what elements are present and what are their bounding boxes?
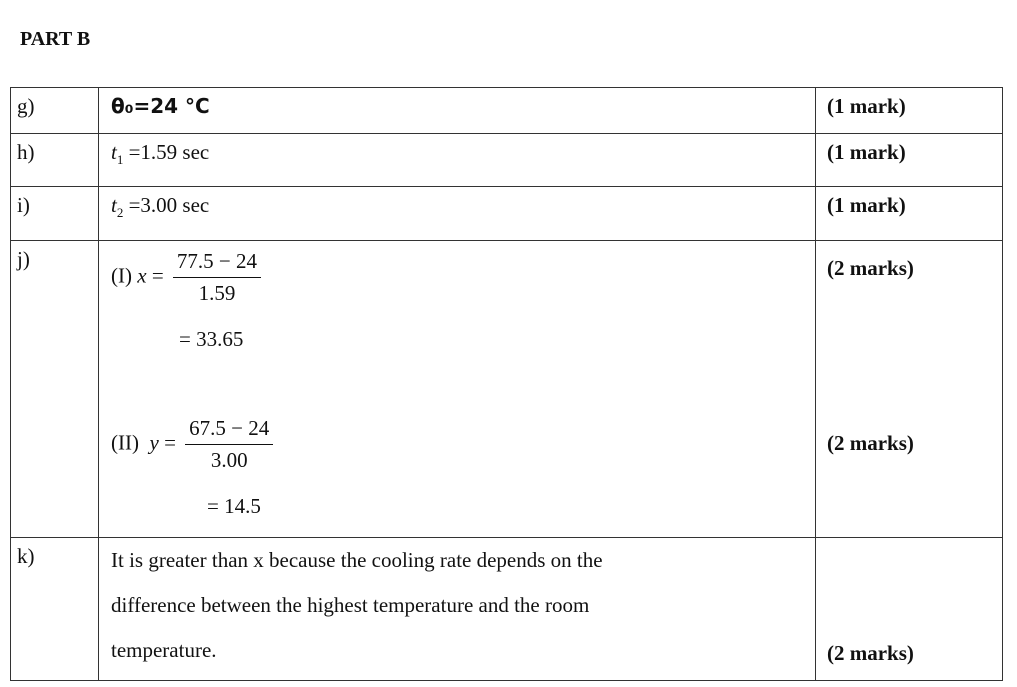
variable: y — [149, 430, 159, 455]
table-row: k) It is greater than x because the cool… — [10, 537, 1003, 681]
table-row: j) (I) x = 77.5 − 24 1.59 = 33.65 (II) y… — [10, 240, 1003, 538]
marks: (2 marks) — [815, 537, 1003, 681]
answer: t2 =3.00 sec — [98, 186, 816, 241]
denominator: 3.00 — [210, 448, 248, 472]
value: =3.00 sec — [128, 193, 210, 217]
marks-x: (2 marks) — [827, 256, 914, 280]
subscript: 1 — [116, 152, 124, 168]
marks: (1 mark) — [815, 133, 1003, 187]
fraction: 67.5 − 24 3.00 — [185, 416, 274, 473]
numerator: 77.5 − 24 — [172, 249, 261, 278]
marks: (1 mark) — [815, 186, 1003, 241]
answer: (I) x = 77.5 − 24 1.59 = 33.65 (II) y = … — [98, 240, 816, 538]
answer-line: temperature. — [111, 638, 217, 662]
equation-y: (II) y = 67.5 − 24 3.00 — [111, 416, 274, 473]
fraction: 77.5 − 24 1.59 — [172, 249, 261, 306]
part-label: (II) — [111, 430, 139, 455]
row-label: g) — [10, 87, 99, 134]
answer-line: It is greater than x because the cooling… — [111, 548, 603, 572]
numerator: 67.5 − 24 — [185, 416, 274, 445]
equation-x: (I) x = 77.5 − 24 1.59 — [111, 249, 261, 306]
answer: t1 =1.59 sec — [98, 133, 816, 187]
variable: t — [111, 193, 117, 217]
marks: (1 mark) — [815, 87, 1003, 134]
equals: = — [151, 263, 164, 288]
answer-table: g) θ₀=24 °C (1 mark) h) t1 =1.59 sec (1 … — [10, 87, 1003, 681]
marks-y: (2 marks) — [827, 431, 914, 455]
section-heading: PART B — [20, 28, 91, 50]
part-label: (I) — [111, 263, 132, 288]
result-y: = 14.5 — [207, 494, 261, 518]
answer: θ₀=24 °C — [98, 87, 816, 134]
result-x: = 33.65 — [179, 327, 244, 351]
marks: (2 marks) (2 marks) — [815, 240, 1003, 538]
table-row: g) θ₀=24 °C (1 mark) — [10, 87, 1003, 134]
value: =1.59 sec — [128, 140, 210, 164]
row-label: j) — [10, 240, 99, 538]
table-row: h) t1 =1.59 sec (1 mark) — [10, 133, 1003, 187]
variable: x — [137, 263, 147, 288]
variable: t — [111, 140, 117, 164]
answer-line: difference between the highest temperatu… — [111, 593, 590, 617]
subscript: 2 — [116, 205, 124, 221]
table-row: i) t2 =3.00 sec (1 mark) — [10, 186, 1003, 241]
equals: = — [164, 430, 176, 455]
row-label: k) — [10, 537, 99, 681]
row-label: h) — [10, 133, 99, 187]
denominator: 1.59 — [198, 281, 236, 305]
answer-text: θ₀=24 °C — [111, 94, 210, 118]
answer: It is greater than x because the cooling… — [98, 537, 816, 681]
row-label: i) — [10, 186, 99, 241]
